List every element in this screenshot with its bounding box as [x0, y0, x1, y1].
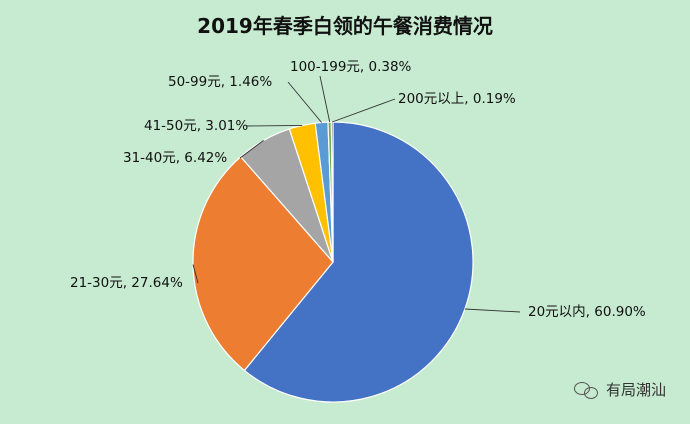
slice-label: 41-50元, 3.01% — [144, 118, 248, 134]
leader-line — [192, 264, 199, 284]
slice-label: 21-30元, 27.64% — [70, 275, 183, 291]
wechat-icon — [573, 381, 600, 399]
slice-label: 50-99元, 1.46% — [168, 74, 272, 90]
slice-label: 200元以上, 0.19% — [398, 91, 516, 107]
slice-label: 31-40元, 6.42% — [123, 150, 227, 166]
watermark-text: 有局潮汕 — [605, 381, 666, 399]
slice-label: 20元以内, 60.90% — [528, 304, 646, 320]
pie-slice — [192, 155, 334, 372]
leader-line — [464, 308, 521, 313]
leader-line — [245, 124, 303, 127]
leader-line — [319, 75, 331, 123]
leader-line — [239, 140, 264, 159]
slice-label: 100-199元, 0.38% — [290, 59, 412, 75]
leader-line — [287, 81, 322, 123]
leader-line — [332, 98, 396, 123]
watermark: 有局潮汕 — [573, 379, 666, 400]
chart-title: 2019年春季白领的午餐消费情况 — [197, 14, 493, 38]
pie-slice — [243, 121, 474, 403]
